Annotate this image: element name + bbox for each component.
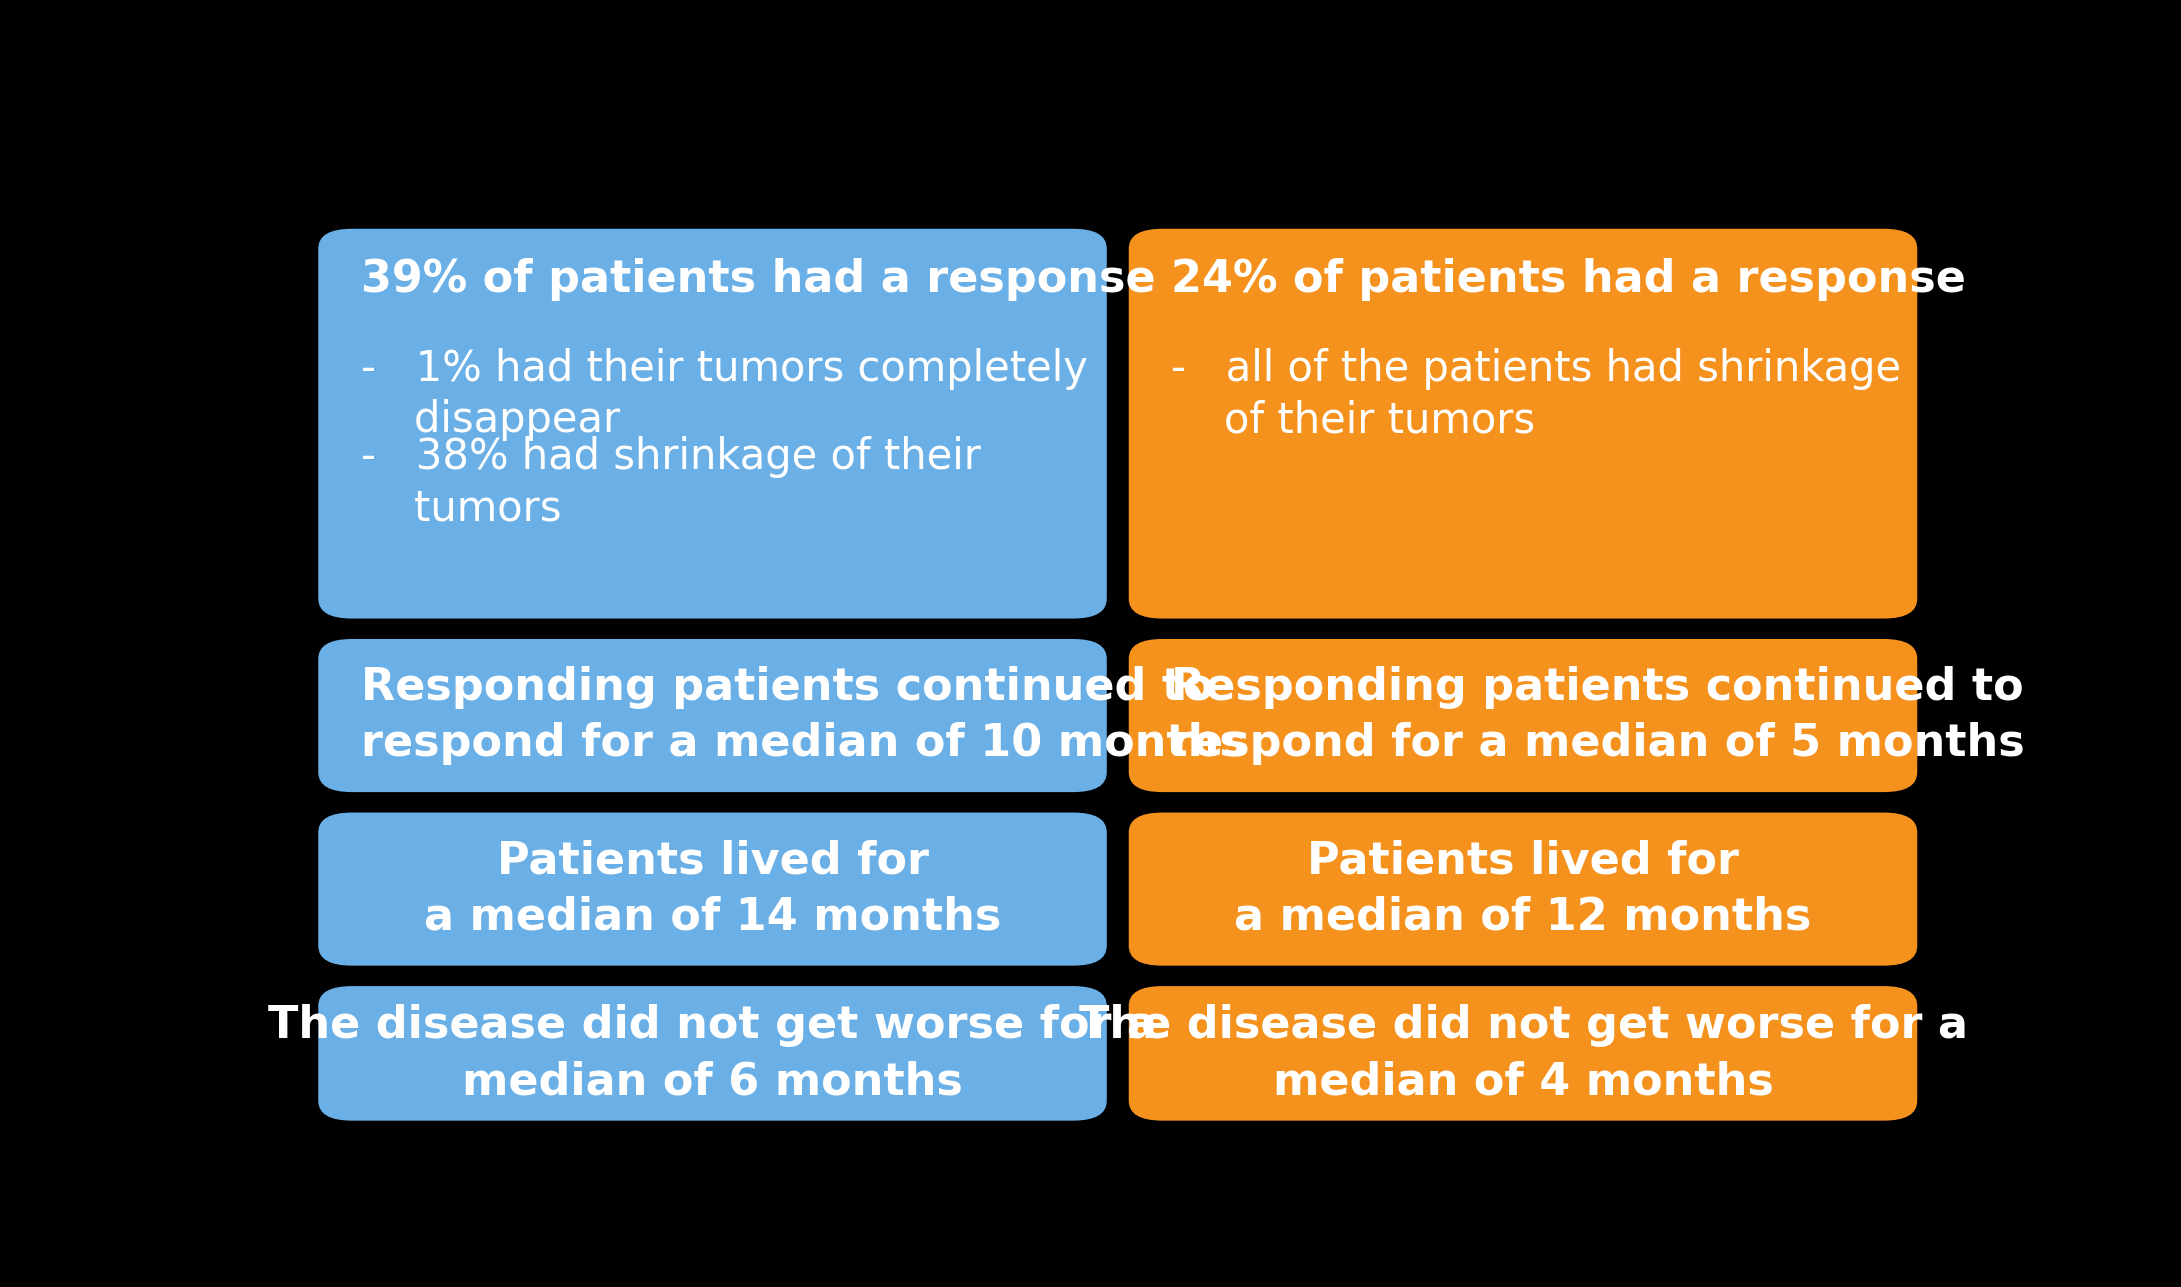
FancyBboxPatch shape bbox=[318, 229, 1106, 619]
Text: -   1% had their tumors completely
    disappear: - 1% had their tumors completely disappe… bbox=[360, 347, 1088, 441]
Text: Patients lived for
a median of 12 months: Patients lived for a median of 12 months bbox=[1234, 839, 1812, 940]
FancyBboxPatch shape bbox=[318, 986, 1106, 1121]
Text: Responding patients continued to
respond for a median of 10 months: Responding patients continued to respond… bbox=[360, 665, 1245, 766]
FancyBboxPatch shape bbox=[1130, 986, 1917, 1121]
Text: 24% of patients had a response: 24% of patients had a response bbox=[1171, 259, 1965, 301]
FancyBboxPatch shape bbox=[318, 638, 1106, 792]
Text: Responding patients continued to
respond for a median of 5 months: Responding patients continued to respond… bbox=[1171, 665, 2024, 766]
FancyBboxPatch shape bbox=[1130, 229, 1917, 619]
Text: -   all of the patients had shrinkage
    of their tumors: - all of the patients had shrinkage of t… bbox=[1171, 347, 1902, 441]
FancyBboxPatch shape bbox=[318, 812, 1106, 965]
FancyBboxPatch shape bbox=[1130, 812, 1917, 965]
FancyBboxPatch shape bbox=[1130, 638, 1917, 792]
Text: The disease did not get worse for a
median of 6 months: The disease did not get worse for a medi… bbox=[268, 1004, 1156, 1103]
Text: 39% of patients had a response: 39% of patients had a response bbox=[360, 259, 1156, 301]
Text: The disease did not get worse for a
median of 4 months: The disease did not get worse for a medi… bbox=[1080, 1004, 1967, 1103]
Text: -   38% had shrinkage of their
    tumors: - 38% had shrinkage of their tumors bbox=[360, 436, 981, 530]
Text: Patients lived for
a median of 14 months: Patients lived for a median of 14 months bbox=[423, 839, 1001, 940]
